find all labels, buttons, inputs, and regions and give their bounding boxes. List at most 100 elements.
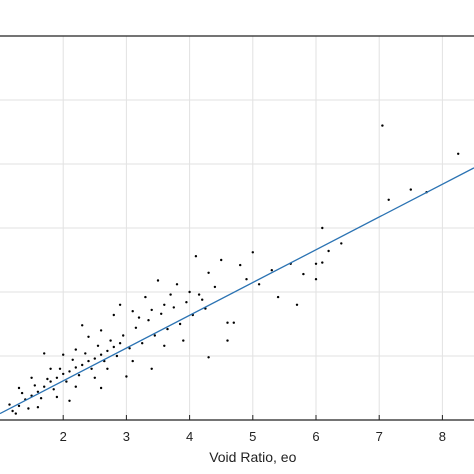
data-point xyxy=(220,258,223,262)
data-point xyxy=(74,366,78,369)
data-point xyxy=(68,399,71,402)
data-point xyxy=(144,295,147,299)
data-point xyxy=(409,188,412,191)
data-point xyxy=(43,352,46,355)
data-point xyxy=(14,412,17,415)
data-point xyxy=(175,283,179,286)
data-point xyxy=(213,285,217,289)
data-point xyxy=(93,357,97,360)
data-point xyxy=(163,344,166,347)
data-point xyxy=(197,293,201,296)
data-point xyxy=(90,367,93,370)
data-point xyxy=(93,376,97,379)
x-axis-label: Void Ratio, eo xyxy=(209,449,296,465)
data-point xyxy=(188,290,191,294)
data-point xyxy=(125,375,128,378)
data-point xyxy=(11,409,14,413)
data-point xyxy=(251,251,254,254)
data-point xyxy=(156,279,160,282)
data-point xyxy=(109,339,112,342)
data-point xyxy=(81,363,84,367)
x-tick-label: 2 xyxy=(60,429,67,444)
data-point xyxy=(55,376,59,379)
data-point xyxy=(207,356,210,359)
data-point xyxy=(270,269,273,272)
data-point xyxy=(87,359,90,363)
x-tick-label: 7 xyxy=(376,429,383,444)
plot-frame xyxy=(0,35,474,421)
data-point xyxy=(112,345,116,349)
x-ticks: 2 3 4 5 6 7 8 xyxy=(60,415,446,444)
data-point xyxy=(178,322,182,326)
data-point xyxy=(166,327,169,331)
data-point xyxy=(36,406,40,409)
data-point xyxy=(457,152,460,155)
data-point xyxy=(207,271,210,274)
data-point xyxy=(74,348,78,351)
data-point xyxy=(39,397,43,400)
data-point xyxy=(172,306,175,309)
data-point xyxy=(257,283,261,286)
data-point xyxy=(128,347,131,350)
data-point xyxy=(74,385,78,388)
data-point xyxy=(20,391,24,395)
data-point xyxy=(27,407,30,410)
data-point xyxy=(62,372,65,376)
data-point xyxy=(33,384,36,387)
data-point xyxy=(232,321,235,324)
data-point xyxy=(71,358,74,361)
data-point xyxy=(302,272,305,276)
x-tick-label: 6 xyxy=(312,429,319,444)
data-point xyxy=(62,353,65,356)
data-point xyxy=(118,342,122,345)
data-point xyxy=(163,303,166,306)
data-point xyxy=(226,321,229,324)
data-point xyxy=(46,377,49,381)
data-point xyxy=(87,335,90,338)
data-point xyxy=(321,226,324,230)
data-point xyxy=(49,380,52,383)
data-point xyxy=(84,352,87,355)
grid xyxy=(0,36,474,420)
data-point xyxy=(118,303,122,306)
data-point xyxy=(49,367,52,370)
data-point xyxy=(122,334,125,337)
data-point xyxy=(106,367,109,370)
x-tick-label: 3 xyxy=(123,429,130,444)
data-point xyxy=(43,385,46,388)
data-point xyxy=(99,329,103,332)
data-point xyxy=(58,367,62,370)
data-point xyxy=(226,339,229,342)
data-point xyxy=(169,293,172,296)
data-point xyxy=(99,353,103,356)
data-point xyxy=(131,359,134,363)
data-point xyxy=(201,298,204,301)
points xyxy=(8,124,460,415)
data-point xyxy=(99,386,103,390)
data-point xyxy=(245,278,248,281)
data-point xyxy=(340,242,343,245)
data-point xyxy=(30,376,33,379)
data-point xyxy=(112,313,116,317)
data-point xyxy=(8,403,11,406)
data-point xyxy=(387,198,390,201)
data-point xyxy=(194,255,198,258)
data-point xyxy=(185,301,188,304)
data-point xyxy=(106,349,109,353)
data-point xyxy=(182,339,185,342)
data-point xyxy=(115,354,119,358)
data-point xyxy=(52,388,55,391)
data-point xyxy=(17,386,21,390)
x-tick-label: 4 xyxy=(186,429,193,444)
data-point xyxy=(96,344,100,347)
data-point xyxy=(150,308,153,312)
data-point xyxy=(65,380,68,383)
data-point xyxy=(77,374,81,377)
data-point xyxy=(17,404,21,408)
data-point xyxy=(81,324,84,327)
data-point xyxy=(314,278,318,281)
data-point xyxy=(134,326,138,329)
data-point xyxy=(314,262,318,265)
data-point xyxy=(68,370,71,373)
